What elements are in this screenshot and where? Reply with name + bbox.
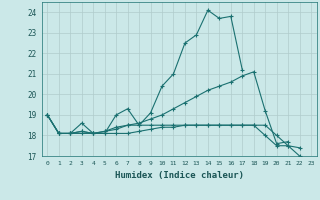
X-axis label: Humidex (Indice chaleur): Humidex (Indice chaleur) (115, 171, 244, 180)
